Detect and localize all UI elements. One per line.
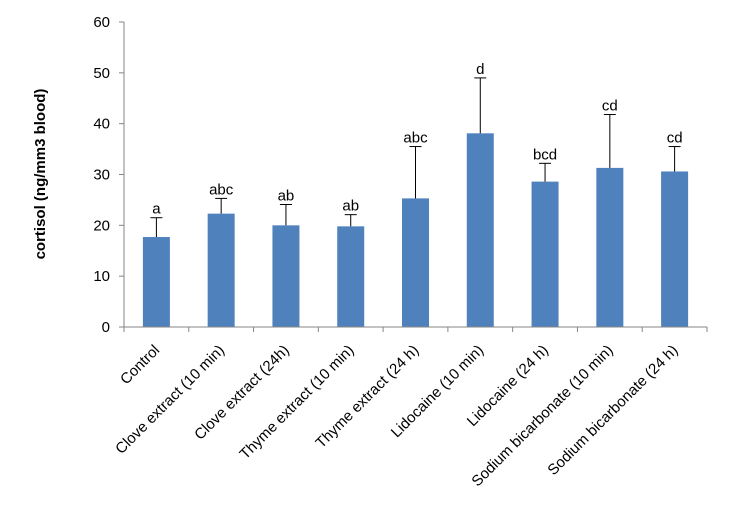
y-tick-label: 40 <box>93 116 110 133</box>
significance-label: d <box>476 61 484 78</box>
y-tick-label: 20 <box>93 217 110 234</box>
significance-label: ab <box>342 198 359 215</box>
y-tick-label: 0 <box>102 319 110 336</box>
significance-label: ab <box>278 187 295 204</box>
y-tick-label: 10 <box>93 268 110 285</box>
bar <box>142 237 170 327</box>
significance-label: bcd <box>533 146 557 163</box>
bar <box>596 167 624 327</box>
y-tick-label: 30 <box>93 167 110 184</box>
x-tick-label: Control <box>117 342 163 388</box>
bar <box>531 181 559 327</box>
significance-label: cd <box>667 130 683 147</box>
bar <box>402 198 429 327</box>
x-tick-label: Clove extract (10 min) <box>112 342 228 458</box>
significance-label: a <box>152 201 161 218</box>
bar <box>661 171 689 327</box>
y-axis-title: cortisol (ng/mm3 blood) <box>32 89 49 260</box>
x-tick-label: Thyme extract (10 min) <box>236 342 357 463</box>
significance-label: abc <box>403 130 428 147</box>
bar <box>466 133 494 327</box>
significance-label: cd <box>602 98 618 115</box>
y-tick-label: 60 <box>93 14 110 31</box>
bar <box>272 225 300 327</box>
y-tick-label: 50 <box>93 65 110 82</box>
bar <box>337 226 365 327</box>
bar <box>207 213 235 327</box>
significance-label: abc <box>209 181 234 198</box>
x-tick-label: Sodium bicarbonate (24 h) <box>544 342 681 479</box>
